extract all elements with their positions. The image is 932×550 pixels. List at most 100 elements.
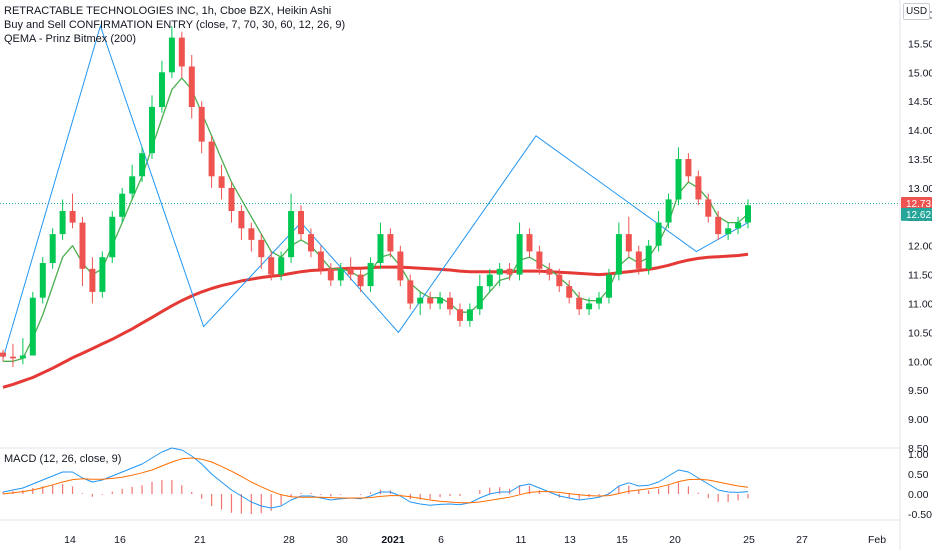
candle-body <box>715 216 722 235</box>
candle-body <box>596 297 602 304</box>
price-tick-label[interactable]: 9.50 <box>908 385 929 397</box>
candle-body <box>695 176 702 200</box>
time-tick-label[interactable]: 6 <box>438 534 444 546</box>
candle-body <box>19 355 26 359</box>
candle-body <box>725 228 732 235</box>
price-tick-label[interactable]: 12.00 <box>908 241 932 253</box>
price-tick-label[interactable]: 11.00 <box>908 298 932 310</box>
ema-slow-line <box>2 252 749 389</box>
candle-body <box>59 211 66 235</box>
candle-body <box>0 352 6 357</box>
macd-legend-text[interactable]: MACD (12, 26, close, 9) <box>4 453 122 465</box>
time-tick-label[interactable]: 27 <box>796 534 808 546</box>
time-tick-label[interactable]: 2021 <box>381 534 405 546</box>
candle-body <box>447 297 453 310</box>
candle-body <box>278 257 285 275</box>
last-price-badge-text: 12.73 <box>906 199 931 210</box>
indicator-legend-1[interactable]: Buy and Sell CONFIRMATION ENTRY (close, … <box>4 19 346 31</box>
time-tick-label[interactable]: 28 <box>283 534 295 546</box>
candle-body <box>546 268 553 275</box>
symbol-title[interactable]: RETRACTABLE TECHNOLOGIES INC, 1h, Cboe B… <box>4 5 332 17</box>
candle-body <box>357 274 364 287</box>
candle-body <box>635 251 642 269</box>
price-tick-label[interactable]: 9.00 <box>908 414 929 426</box>
price-tick-label[interactable]: 13.50 <box>908 154 932 166</box>
candle-body <box>317 251 324 269</box>
candle-body <box>536 251 543 269</box>
time-tick-label[interactable]: 20 <box>669 534 681 546</box>
candle-body <box>347 268 354 275</box>
macd-histogram <box>2 480 749 514</box>
last-price-badge <box>901 196 932 210</box>
candle-body <box>238 211 245 229</box>
candle-body <box>367 263 374 287</box>
price-tick-label[interactable]: 13.00 <box>908 183 932 195</box>
time-tick-label[interactable]: 14 <box>64 534 76 546</box>
chart-legend: RETRACTABLE TECHNOLOGIES INC, 1h, Cboe B… <box>4 4 345 46</box>
candle-body <box>109 216 116 258</box>
candle-body <box>218 176 225 188</box>
price-tick-label[interactable]: 14.00 <box>908 125 932 137</box>
price-tick-label[interactable]: 11.50 <box>908 270 932 282</box>
time-tick-label[interactable]: 16 <box>114 534 126 546</box>
candle-body <box>99 257 106 292</box>
macd-tick-label[interactable]: 0.50 <box>908 469 929 481</box>
price-tick-label[interactable]: 10.00 <box>908 356 932 368</box>
candle-body <box>29 297 36 356</box>
zigzag-line <box>2 24 749 359</box>
macd-tick-label[interactable]: 1.00 <box>908 449 929 461</box>
time-tick-label[interactable]: 21 <box>194 534 206 546</box>
price-tick-label[interactable]: 15.00 <box>908 67 932 79</box>
indicator-legend-2[interactable]: QEMA - Prinz Bitmex (200) <box>4 33 137 45</box>
time-axis[interactable]: 14 16 21 28 30 2021 6 11 13 15 20 25 27 Feb <box>64 534 886 546</box>
candle-body <box>625 234 632 252</box>
candle-body <box>308 234 314 252</box>
ema-slow-path <box>2 252 749 389</box>
macd-tick-label[interactable]: -0.50 <box>908 509 932 521</box>
candle-body <box>457 309 463 321</box>
candle-body <box>288 211 295 258</box>
candle-body <box>139 153 146 177</box>
candle-body <box>397 251 404 281</box>
candle-body <box>119 193 126 217</box>
candle-body <box>437 297 444 304</box>
time-tick-label[interactable]: 25 <box>743 534 755 546</box>
candle-body <box>149 106 155 154</box>
candle-body <box>745 205 751 223</box>
candle-body <box>327 268 334 281</box>
time-tick-label[interactable]: 30 <box>336 534 348 546</box>
price-tick-label[interactable]: 8.50 <box>908 443 929 455</box>
ema-badge-text: 12.62 <box>906 210 931 221</box>
zigzag-path <box>2 24 749 359</box>
time-tick-label[interactable]: Feb <box>868 534 886 546</box>
time-tick-label[interactable]: 11 <box>516 534 527 546</box>
candle-body <box>476 286 483 310</box>
price-tick-label[interactable]: 15.50 <box>908 38 932 50</box>
macd-legend: MACD (12, 26, close, 9) <box>4 452 121 466</box>
price-tick-label[interactable]: 10.50 <box>908 327 932 339</box>
time-tick-label[interactable]: 13 <box>564 534 576 546</box>
candle-body <box>208 141 215 177</box>
candle-body <box>168 37 175 73</box>
candle-body <box>566 286 573 298</box>
candles[interactable] <box>0 26 751 368</box>
time-tick-label[interactable]: 15 <box>616 534 628 546</box>
signal-line <box>2 457 749 504</box>
signal-path <box>2 457 749 504</box>
candle-body <box>298 211 304 235</box>
candle-body <box>675 159 682 200</box>
candle-body <box>387 234 394 252</box>
ema-fast-path <box>3 77 749 362</box>
price-tick-label[interactable]: 14.50 <box>908 96 932 108</box>
candle-body <box>615 234 622 275</box>
candle-body <box>606 274 612 298</box>
candle-body <box>228 187 235 211</box>
currency-label[interactable]: USD <box>903 3 930 20</box>
candle-body <box>178 37 185 67</box>
candle-body <box>417 297 424 304</box>
candle-body <box>655 222 662 246</box>
macd-axis[interactable]: 1.00 0.50 0.00 -0.50 <box>908 449 932 521</box>
candle-body <box>49 234 56 263</box>
macd-tick-label[interactable]: 0.00 <box>908 489 929 501</box>
